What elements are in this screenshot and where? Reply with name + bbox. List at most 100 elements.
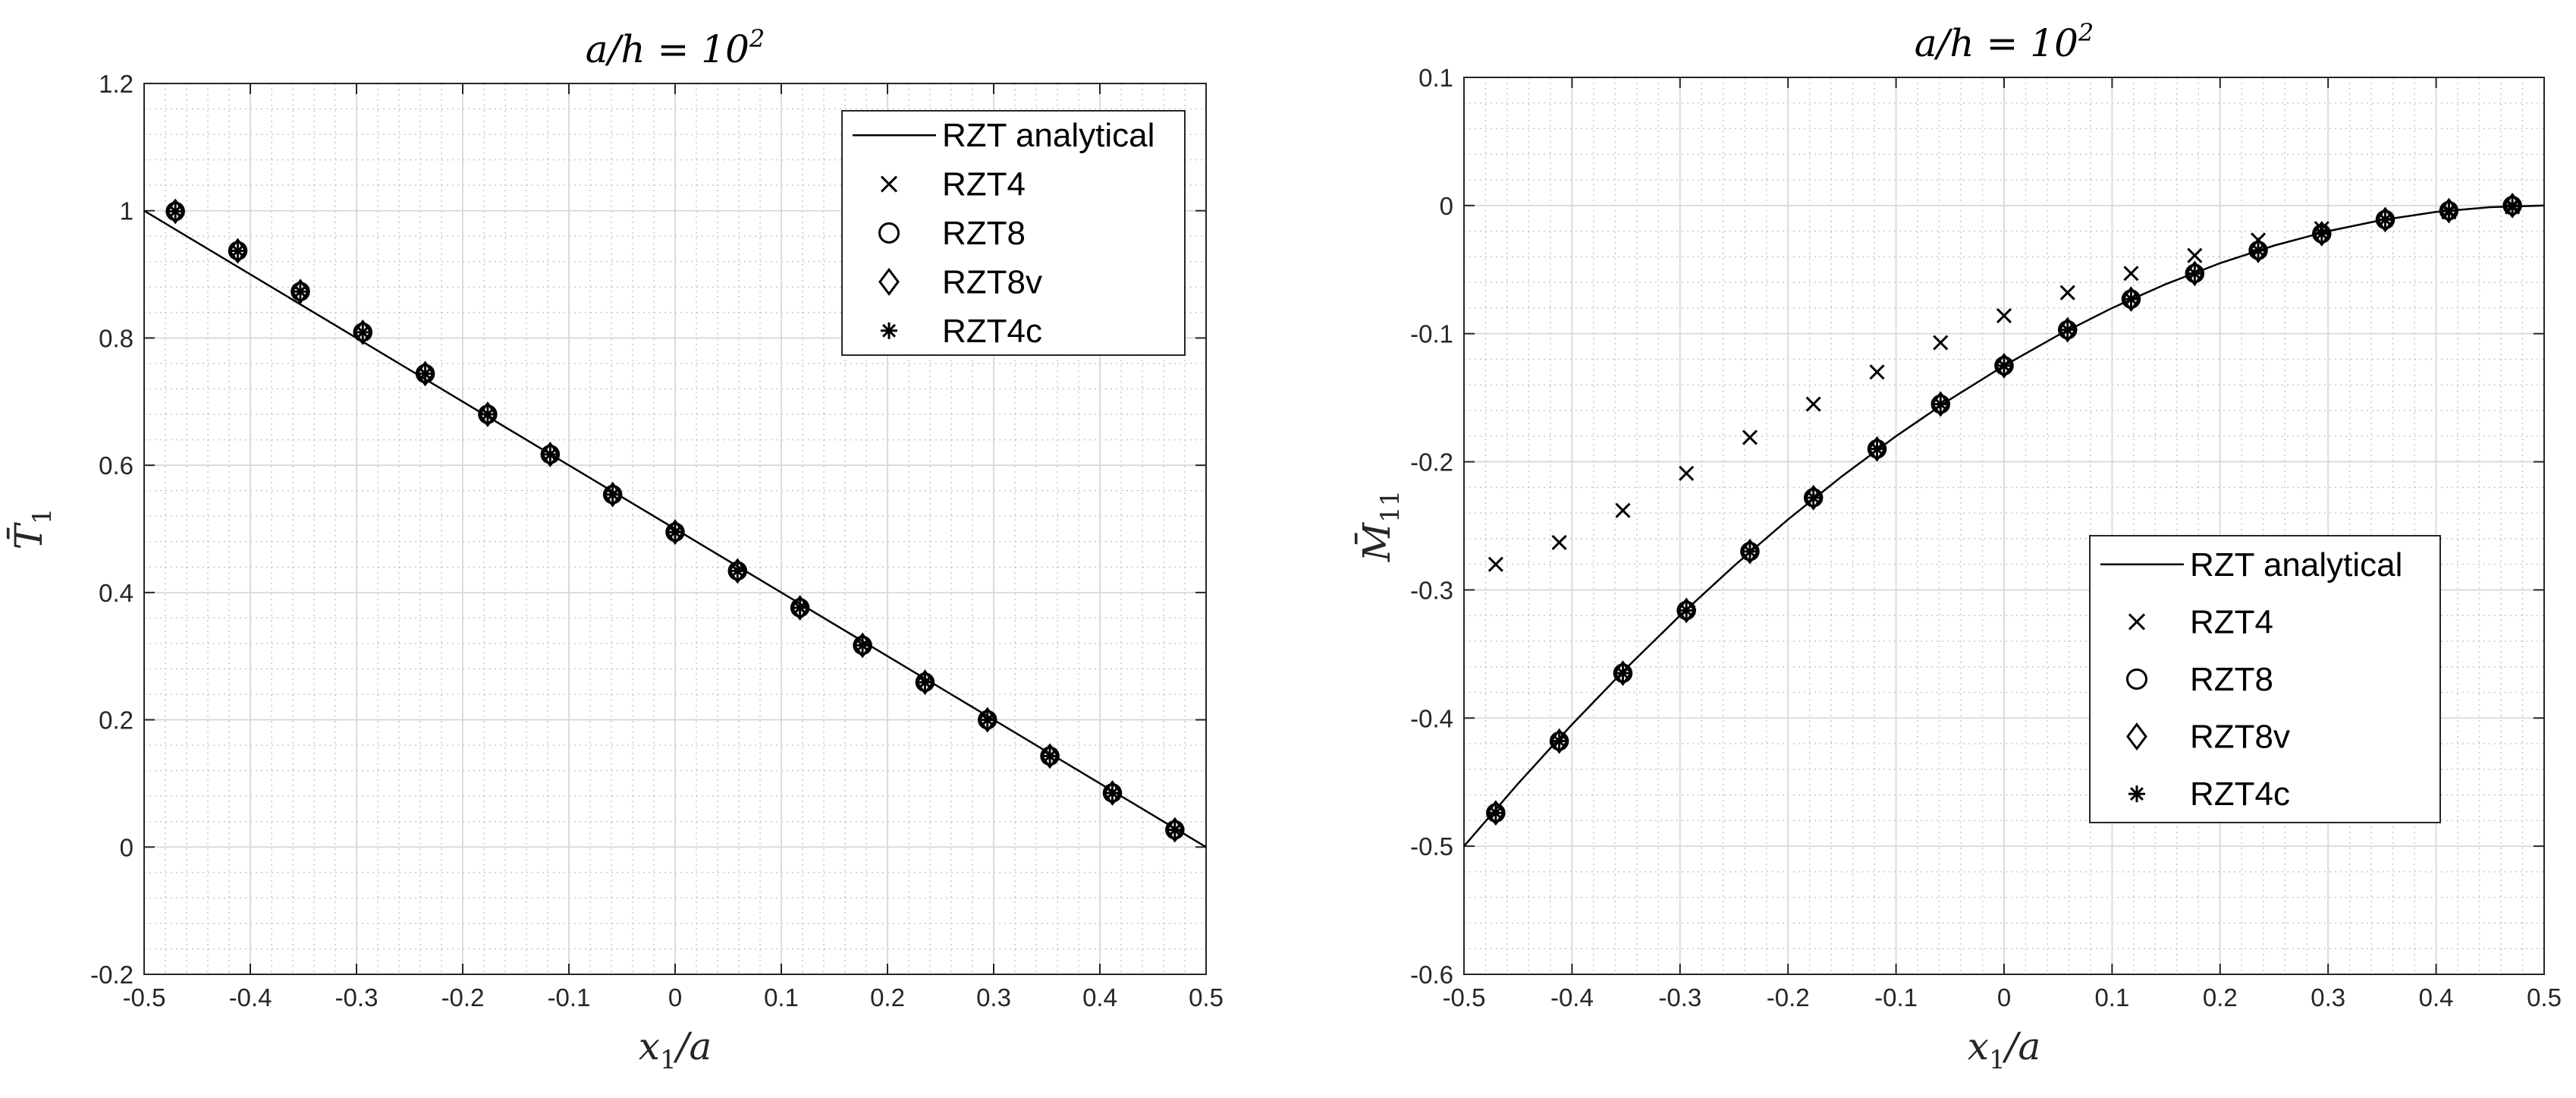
data-point-rzt4c [480,407,495,422]
y-tick-label: 0.8 [99,324,134,352]
legend: RZT analytical RZT4 RZT8 RZT8v RZT4c [2089,535,2441,823]
data-point-rzt8v [2312,221,2332,247]
data-point-rzt4c [1104,785,1120,801]
legend-label-rzt4c: RZT4c [2190,776,2290,813]
x-tick-label: -0.3 [1658,983,1701,1011]
x-axis-title: x1/a [1968,1024,2041,1075]
data-point-rzt8v [2185,260,2205,287]
x-tick-label: -0.1 [548,983,591,1011]
x-label-sub: 1 [660,1045,677,1075]
legend-box [2089,535,2441,823]
data-point-rzt4c [230,243,246,259]
data-point-rzt4c [1167,822,1183,838]
data-point-rzt8v [1102,780,1123,806]
data-point-rzt4c [2251,243,2266,258]
data-point-rzt8v [1613,660,1633,687]
data-point-rzt4 [2123,266,2139,282]
legend-marker-rzt4 [2128,613,2146,631]
title-exponent: 2 [2078,18,2094,47]
data-point-rzt4 [1996,308,2012,324]
data-point-rzt8v [1930,391,1950,417]
y-tick-label: -0.1 [1410,320,1453,348]
y-tick-label: -0.4 [1410,704,1453,732]
legend-label-analytical: RZT analytical [2190,546,2402,584]
x-axis-title: x1/a [639,1024,712,1075]
y-tick-label: -0.3 [1410,576,1453,604]
x-tick-label: 0.3 [2311,983,2345,1011]
data-point-rzt8v [1740,538,1760,565]
data-point-rzt4c [2123,291,2139,307]
data-point-rzt4c [1551,733,1567,749]
y-tick-label: 0.1 [1418,64,1453,92]
data-point-rzt4c [2059,322,2075,338]
data-point-rzt4c [2377,212,2393,228]
data-point-rzt4c [1742,543,1758,559]
y-label-main: M̄ [1354,521,1399,562]
data-point-rzt4c [355,324,371,340]
legend-marker-rzt4c [881,322,897,339]
legend-label-rzt8v: RZT8v [942,263,1042,300]
data-point-rzt4c [168,203,184,219]
data-point-rzt8v [228,238,248,264]
data-point-rzt4c [1805,489,1821,505]
data-point-rzt4 [1679,465,1695,481]
data-point-rzt4c [417,366,433,382]
title-base: a/h = 10 [1915,21,2078,65]
data-point-rzt4 [2059,285,2075,300]
data-point-rzt4c [2187,266,2203,282]
legend-marker-rzt8v [2126,722,2147,751]
data-point-rzt8v [1867,436,1887,462]
data-point-rzt4c [2505,197,2521,213]
data-point-rzt4c [293,284,308,300]
chart-title: a/h = 102 [1915,18,2094,65]
title-exponent: 2 [749,24,765,53]
data-point-rzt8v [2121,286,2141,313]
x-tick-label: 0 [1997,983,2011,1011]
data-point-rzt4 [1805,396,1821,412]
ticks: -0.5 -0.4 -0.3 -0.2 -0.1 0 0.1 0.2 0.3 0.4 0.5 -0.2… [90,70,1224,1011]
data-point-rzt8v [478,401,498,427]
legend-marker-rzt4c [2128,785,2145,803]
legend: RZT analytical RZT4 RZT8 RZT8v RZT4c [841,110,1186,356]
x-label-main: x [639,1024,660,1068]
data-point-rzt8v [603,481,623,508]
data-point-rzt4c [730,563,746,579]
x-tick-label: -0.2 [441,983,485,1011]
title-base: a/h = 10 [586,27,749,71]
x-tick-label: 0.4 [2419,983,2454,1011]
x-tick-label: 0 [668,983,682,1011]
series-rzt4c [168,203,1183,838]
data-point-rzt8v [1803,484,1824,511]
legend-label-rzt4c: RZT4c [942,313,1042,350]
data-point-rzt8v [1676,597,1696,624]
data-point-rzt4 [1933,335,1949,351]
data-point-rzt4c [542,446,558,462]
x-tick-label: -0.4 [229,983,272,1011]
data-point-rzt8v [915,669,935,695]
legend-label-analytical: RZT analytical [942,117,1154,154]
series-rzt8v [165,198,1185,843]
x-tick-label: 0.1 [2094,983,2129,1011]
x-tick-label: 0.4 [1082,983,1117,1011]
y-tick-label: 1 [120,197,134,225]
x-tick-label: 0.5 [2527,983,2562,1011]
data-point-rzt4c [1679,602,1695,618]
series-rzt8v [1486,192,2522,826]
data-point-rzt8v [291,278,310,305]
legend-marker-rzt8 [2126,669,2147,690]
y-tick-label: 0 [1440,192,1453,220]
data-point-rzt4 [1742,429,1758,445]
data-point-rzt8v [1040,743,1060,769]
data-point-rzt8v [790,595,810,621]
data-point-rzt8v [1165,816,1185,843]
x-tick-label: 0.2 [870,983,905,1011]
data-point-rzt4 [2187,247,2203,263]
legend-marker-rzt8v [878,267,900,296]
x-tick-label: -0.1 [1874,983,1918,1011]
y-tick-label: -0.2 [90,961,134,989]
data-point-rzt4c [605,486,620,502]
data-point-rzt4c [1996,358,2012,373]
data-point-rzt8v [978,706,997,733]
series-rzt4c [1487,197,2521,821]
